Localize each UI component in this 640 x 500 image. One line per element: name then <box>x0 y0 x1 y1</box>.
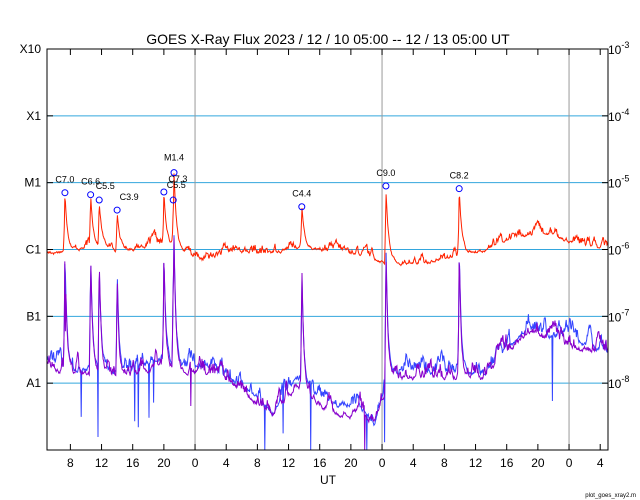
x-tick-label: 8 <box>441 456 448 470</box>
y-left-tick-label: B1 <box>26 309 41 323</box>
flare-marker <box>382 182 390 190</box>
flare-marker <box>455 185 463 193</box>
x-tick-label: 4 <box>597 456 604 470</box>
flare-marker <box>298 203 306 211</box>
series-layer <box>46 173 609 451</box>
series-line <box>46 173 609 267</box>
flare-marker <box>160 188 168 196</box>
x-tick-label: 8 <box>254 456 261 470</box>
flare-label: C8.2 <box>450 171 469 181</box>
x-tick-label: 4 <box>410 456 417 470</box>
flare-label: M1.4 <box>164 153 184 163</box>
footer-note: plot_goes_xray2.m <box>585 493 636 499</box>
flare-marker <box>95 196 103 204</box>
x-tick-label: 0 <box>192 456 199 470</box>
flare-marker <box>87 191 95 199</box>
x-tick-label: 20 <box>531 456 545 470</box>
flare-marker <box>113 206 121 214</box>
y-right-tick-label: 10-8 <box>608 374 629 391</box>
y-left-tick-label: C1 <box>26 243 42 257</box>
x-tick-label: 12 <box>95 456 109 470</box>
x-tick-label: 16 <box>126 456 140 470</box>
y-left-tick-label: X1 <box>26 109 41 123</box>
y-right-tick-label: 10-4 <box>608 107 629 124</box>
y-left-tick-label: A1 <box>26 376 41 390</box>
y-left-tick-label: X10 <box>20 42 42 56</box>
x-axis-label: UT <box>320 473 337 487</box>
x-tick-label: 0 <box>566 456 573 470</box>
flare-label: C3.9 <box>120 192 139 202</box>
x-tick-label: 4 <box>223 456 230 470</box>
chart-title: GOES X-Ray Flux 2023 / 12 / 10 05:00 -- … <box>146 31 510 47</box>
x-tick-label: 8 <box>67 456 74 470</box>
flare-label: C6.6 <box>81 177 100 187</box>
flare-marker <box>169 196 177 204</box>
axes-layer: X10 X1 M1 C1 B1 A1 10-3 10-4 10-5 10-6 10-7 10-8 8 12… <box>20 40 630 470</box>
y-right-tick-label: 10-5 <box>608 174 629 191</box>
flare-label: C5.5 <box>96 181 115 191</box>
flare-label: C9.0 <box>376 168 395 178</box>
flare-label: C7.0 <box>55 175 74 185</box>
series-line <box>46 235 609 451</box>
x-tick-label: 16 <box>500 456 514 470</box>
x-tick-label: 16 <box>313 456 327 470</box>
series-line <box>46 237 609 451</box>
flare-label: C5.5 <box>167 180 186 190</box>
flare-label: C7.3 <box>168 174 187 184</box>
x-tick-label: 0 <box>379 456 386 470</box>
x-tick-label: 20 <box>157 456 171 470</box>
flare-label: C4.4 <box>292 189 311 199</box>
y-right-tick-label: 10-7 <box>608 307 629 324</box>
flare-marker <box>170 169 178 177</box>
flare-markers-layer: C7.0 C6.6C5.5C3.9C7.3M1.4C5.5C4.4C9.0 C8.2 <box>55 153 469 214</box>
y-left-tick-label: M1 <box>24 176 41 190</box>
x-tick-label: 20 <box>344 456 358 470</box>
y-right-tick-label: 10-6 <box>608 241 629 258</box>
flare-marker <box>61 189 69 197</box>
x-tick-label: 12 <box>282 456 296 470</box>
x-tick-label: 12 <box>469 456 483 470</box>
y-right-tick-label: 10-3 <box>608 40 629 57</box>
